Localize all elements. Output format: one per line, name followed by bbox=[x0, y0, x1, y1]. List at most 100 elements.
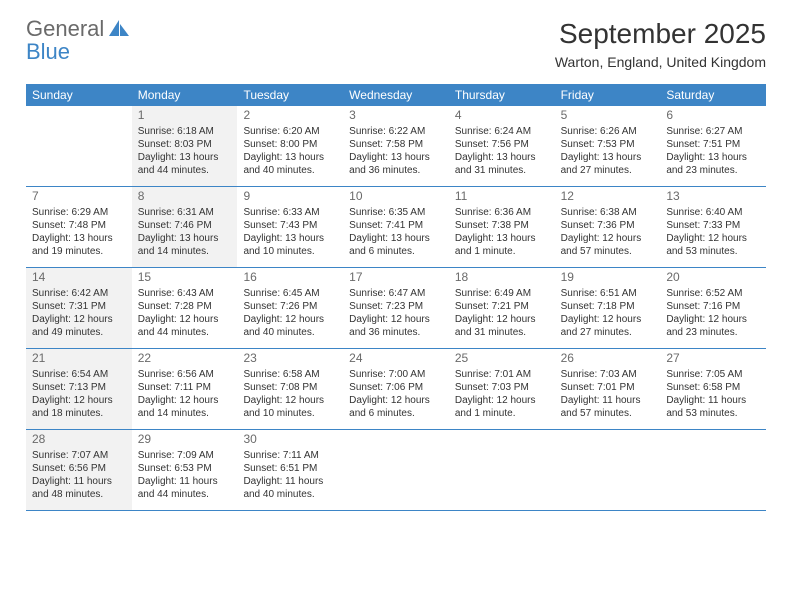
calendar-body: 1Sunrise: 6:18 AMSunset: 8:03 PMDaylight… bbox=[26, 106, 766, 511]
day-detail-line: Sunrise: 7:07 AM bbox=[32, 449, 126, 462]
day-cell: 11Sunrise: 6:36 AMSunset: 7:38 PMDayligh… bbox=[449, 187, 555, 267]
day-detail-line: Sunrise: 6:38 AM bbox=[561, 206, 655, 219]
week-row: 1Sunrise: 6:18 AMSunset: 8:03 PMDaylight… bbox=[26, 106, 766, 187]
day-cell: 9Sunrise: 6:33 AMSunset: 7:43 PMDaylight… bbox=[237, 187, 343, 267]
day-detail-line: Sunset: 8:03 PM bbox=[138, 138, 232, 151]
day-cell: 18Sunrise: 6:49 AMSunset: 7:21 PMDayligh… bbox=[449, 268, 555, 348]
day-detail-line: Sunset: 7:26 PM bbox=[243, 300, 337, 313]
day-detail-line: Sunrise: 6:35 AM bbox=[349, 206, 443, 219]
day-detail-line: and 49 minutes. bbox=[32, 326, 126, 339]
day-detail-line: and 36 minutes. bbox=[349, 164, 443, 177]
day-cell: 26Sunrise: 7:03 AMSunset: 7:01 PMDayligh… bbox=[555, 349, 661, 429]
day-detail-line: and 27 minutes. bbox=[561, 326, 655, 339]
day-detail-line: and 14 minutes. bbox=[138, 245, 232, 258]
day-number: 17 bbox=[349, 270, 443, 286]
day-detail-line: Sunrise: 6:45 AM bbox=[243, 287, 337, 300]
day-detail-line: Sunset: 7:38 PM bbox=[455, 219, 549, 232]
day-detail-line: Daylight: 12 hours bbox=[138, 313, 232, 326]
day-cell: 1Sunrise: 6:18 AMSunset: 8:03 PMDaylight… bbox=[132, 106, 238, 186]
day-detail-line: Sunset: 7:58 PM bbox=[349, 138, 443, 151]
day-detail-line: and 53 minutes. bbox=[666, 407, 760, 420]
day-detail-line: Daylight: 13 hours bbox=[349, 232, 443, 245]
day-detail-line: Sunset: 7:43 PM bbox=[243, 219, 337, 232]
day-detail-line: Sunset: 7:48 PM bbox=[32, 219, 126, 232]
day-detail-line: Sunrise: 6:51 AM bbox=[561, 287, 655, 300]
day-detail-line: Daylight: 12 hours bbox=[243, 394, 337, 407]
day-detail-line: Sunrise: 6:47 AM bbox=[349, 287, 443, 300]
day-cell: 24Sunrise: 7:00 AMSunset: 7:06 PMDayligh… bbox=[343, 349, 449, 429]
day-detail-line: Daylight: 13 hours bbox=[349, 151, 443, 164]
day-detail-line: and 31 minutes. bbox=[455, 326, 549, 339]
day-cell: 12Sunrise: 6:38 AMSunset: 7:36 PMDayligh… bbox=[555, 187, 661, 267]
day-number: 2 bbox=[243, 108, 337, 124]
day-detail-line: Sunset: 7:41 PM bbox=[349, 219, 443, 232]
day-detail-line: Sunrise: 6:58 AM bbox=[243, 368, 337, 381]
day-cell: 17Sunrise: 6:47 AMSunset: 7:23 PMDayligh… bbox=[343, 268, 449, 348]
day-detail-line: and 1 minute. bbox=[455, 245, 549, 258]
day-detail-line: Sunrise: 6:33 AM bbox=[243, 206, 337, 219]
day-detail-line: Daylight: 12 hours bbox=[349, 313, 443, 326]
day-detail-line: and 44 minutes. bbox=[138, 326, 232, 339]
day-detail-line: Daylight: 11 hours bbox=[32, 475, 126, 488]
day-detail-line: and 18 minutes. bbox=[32, 407, 126, 420]
day-detail-line: Daylight: 12 hours bbox=[138, 394, 232, 407]
day-detail-line: Sunset: 8:00 PM bbox=[243, 138, 337, 151]
logo: General Blue bbox=[26, 18, 131, 64]
day-detail-line: Sunset: 7:33 PM bbox=[666, 219, 760, 232]
day-detail-line: Daylight: 13 hours bbox=[138, 151, 232, 164]
day-detail-line: Sunset: 7:01 PM bbox=[561, 381, 655, 394]
day-cell: 8Sunrise: 6:31 AMSunset: 7:46 PMDaylight… bbox=[132, 187, 238, 267]
day-cell: 23Sunrise: 6:58 AMSunset: 7:08 PMDayligh… bbox=[237, 349, 343, 429]
day-detail-line: and 44 minutes. bbox=[138, 164, 232, 177]
day-number: 19 bbox=[561, 270, 655, 286]
day-detail-line: Sunset: 6:58 PM bbox=[666, 381, 760, 394]
day-cell: 30Sunrise: 7:11 AMSunset: 6:51 PMDayligh… bbox=[237, 430, 343, 510]
day-detail-line: Sunrise: 6:22 AM bbox=[349, 125, 443, 138]
day-detail-line: Sunrise: 6:40 AM bbox=[666, 206, 760, 219]
day-number: 16 bbox=[243, 270, 337, 286]
day-cell: 5Sunrise: 6:26 AMSunset: 7:53 PMDaylight… bbox=[555, 106, 661, 186]
day-number: 15 bbox=[138, 270, 232, 286]
day-detail-line: and 23 minutes. bbox=[666, 164, 760, 177]
day-cell: 19Sunrise: 6:51 AMSunset: 7:18 PMDayligh… bbox=[555, 268, 661, 348]
day-cell: 10Sunrise: 6:35 AMSunset: 7:41 PMDayligh… bbox=[343, 187, 449, 267]
day-detail-line: Daylight: 13 hours bbox=[561, 151, 655, 164]
day-detail-line: Sunset: 7:13 PM bbox=[32, 381, 126, 394]
day-detail-line: Daylight: 12 hours bbox=[455, 394, 549, 407]
day-detail-line: Sunrise: 6:54 AM bbox=[32, 368, 126, 381]
day-detail-line: Sunset: 7:31 PM bbox=[32, 300, 126, 313]
day-number: 7 bbox=[32, 189, 126, 205]
day-detail-line: Sunrise: 7:11 AM bbox=[243, 449, 337, 462]
day-detail-line: Sunset: 7:56 PM bbox=[455, 138, 549, 151]
day-cell: 22Sunrise: 6:56 AMSunset: 7:11 PMDayligh… bbox=[132, 349, 238, 429]
day-detail-line: and 31 minutes. bbox=[455, 164, 549, 177]
day-detail-line: Sunrise: 6:27 AM bbox=[666, 125, 760, 138]
day-detail-line: and 1 minute. bbox=[455, 407, 549, 420]
day-cell: 21Sunrise: 6:54 AMSunset: 7:13 PMDayligh… bbox=[26, 349, 132, 429]
day-number: 28 bbox=[32, 432, 126, 448]
weekday-header: Monday bbox=[132, 84, 238, 106]
header: General Blue September 2025 Warton, Engl… bbox=[26, 18, 766, 70]
day-detail-line: and 57 minutes. bbox=[561, 407, 655, 420]
calendar: SundayMondayTuesdayWednesdayThursdayFrid… bbox=[26, 84, 766, 511]
day-number: 8 bbox=[138, 189, 232, 205]
day-detail-line: Daylight: 12 hours bbox=[561, 232, 655, 245]
day-number: 25 bbox=[455, 351, 549, 367]
day-detail-line: Daylight: 13 hours bbox=[455, 151, 549, 164]
day-detail-line: Daylight: 11 hours bbox=[243, 475, 337, 488]
logo-text: General Blue bbox=[26, 18, 131, 64]
day-detail-line: Daylight: 11 hours bbox=[561, 394, 655, 407]
day-detail-line: Sunset: 7:51 PM bbox=[666, 138, 760, 151]
week-row: 21Sunrise: 6:54 AMSunset: 7:13 PMDayligh… bbox=[26, 349, 766, 430]
day-detail-line: Sunrise: 6:42 AM bbox=[32, 287, 126, 300]
day-cell bbox=[449, 430, 555, 510]
day-detail-line: Sunrise: 6:31 AM bbox=[138, 206, 232, 219]
day-detail-line: Sunrise: 6:49 AM bbox=[455, 287, 549, 300]
day-cell: 16Sunrise: 6:45 AMSunset: 7:26 PMDayligh… bbox=[237, 268, 343, 348]
day-number: 22 bbox=[138, 351, 232, 367]
day-cell: 20Sunrise: 6:52 AMSunset: 7:16 PMDayligh… bbox=[660, 268, 766, 348]
weekday-header: Friday bbox=[555, 84, 661, 106]
day-detail-line: Daylight: 12 hours bbox=[666, 313, 760, 326]
day-detail-line: Daylight: 13 hours bbox=[32, 232, 126, 245]
day-detail-line: Sunset: 7:53 PM bbox=[561, 138, 655, 151]
